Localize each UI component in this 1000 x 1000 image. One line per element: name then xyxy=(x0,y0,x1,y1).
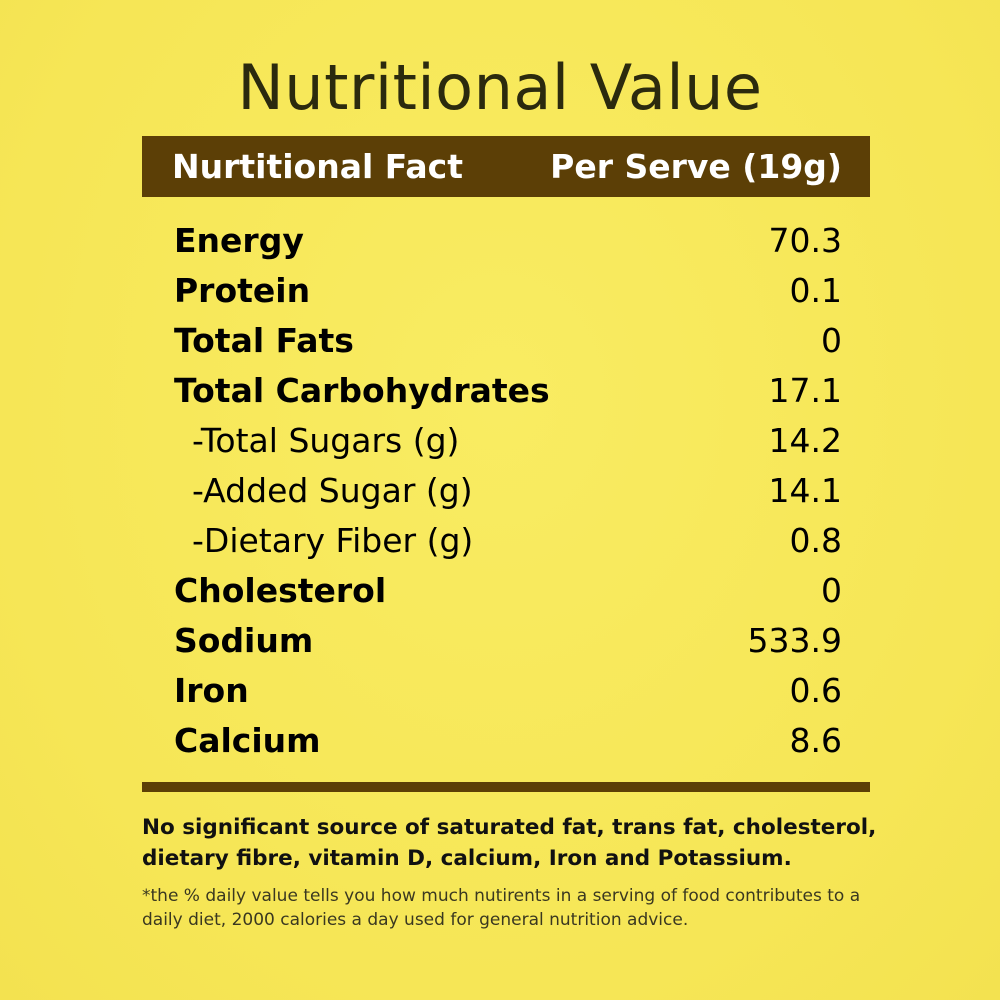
nutrient-value: 0 xyxy=(821,321,842,360)
nutrient-value: 14.1 xyxy=(768,471,842,510)
nutrient-label: Total Fats xyxy=(174,321,354,360)
nutrient-label: -Total Sugars (g) xyxy=(192,421,460,460)
header-serving-label: Per Serve (19g) xyxy=(550,147,842,186)
nutrient-label: Total Carbohydrates xyxy=(174,371,550,410)
table-row: Protein 0.1 xyxy=(174,266,842,316)
nutrient-value: 70.3 xyxy=(768,221,842,260)
nutrient-value: 0.8 xyxy=(789,521,842,560)
nutrient-value: 0.6 xyxy=(789,671,842,710)
page-title: Nutritional Value xyxy=(237,51,763,124)
table-row: -Added Sugar (g) 14.1 xyxy=(174,466,842,516)
nutrient-label: -Dietary Fiber (g) xyxy=(192,521,474,560)
nutrient-value: 0.1 xyxy=(789,271,842,310)
nutrition-table: Energy 70.3 Protein 0.1 Total Fats 0 Tot… xyxy=(174,216,842,766)
header-fact-label: Nurtitional Fact xyxy=(172,147,464,186)
table-row: -Dietary Fiber (g) 0.8 xyxy=(174,516,842,566)
nutrient-value: 533.9 xyxy=(747,621,842,660)
table-row: -Total Sugars (g) 14.2 xyxy=(174,416,842,466)
table-row: Calcium 8.6 xyxy=(174,716,842,766)
nutrient-value: 0 xyxy=(821,571,842,610)
table-row: Cholesterol 0 xyxy=(174,566,842,616)
nutrient-value: 8.6 xyxy=(789,721,842,760)
footnote: *the % daily value tells you how much nu… xyxy=(142,886,861,930)
nutrient-label: Energy xyxy=(174,221,304,260)
nutrient-label: Calcium xyxy=(174,721,321,760)
table-row: Iron 0.6 xyxy=(174,666,842,716)
nutrient-label: Protein xyxy=(174,271,311,310)
nutrient-label: Cholesterol xyxy=(174,571,387,610)
table-header: Nurtitional Fact Per Serve (19g) xyxy=(142,136,870,197)
table-row: Energy 70.3 xyxy=(174,216,842,266)
table-divider xyxy=(142,782,870,792)
table-row: Total Fats 0 xyxy=(174,316,842,366)
nutrient-label: Iron xyxy=(174,671,249,710)
table-row: Total Carbohydrates 17.1 xyxy=(174,366,842,416)
nutrient-value: 17.1 xyxy=(768,371,842,410)
nutrient-value: 14.2 xyxy=(768,421,842,460)
nutrient-label: Sodium xyxy=(174,621,314,660)
disclaimer-note: No significant source of saturated fat, … xyxy=(142,815,877,871)
table-row: Sodium 533.9 xyxy=(174,616,842,666)
nutrient-label: -Added Sugar (g) xyxy=(192,471,473,510)
